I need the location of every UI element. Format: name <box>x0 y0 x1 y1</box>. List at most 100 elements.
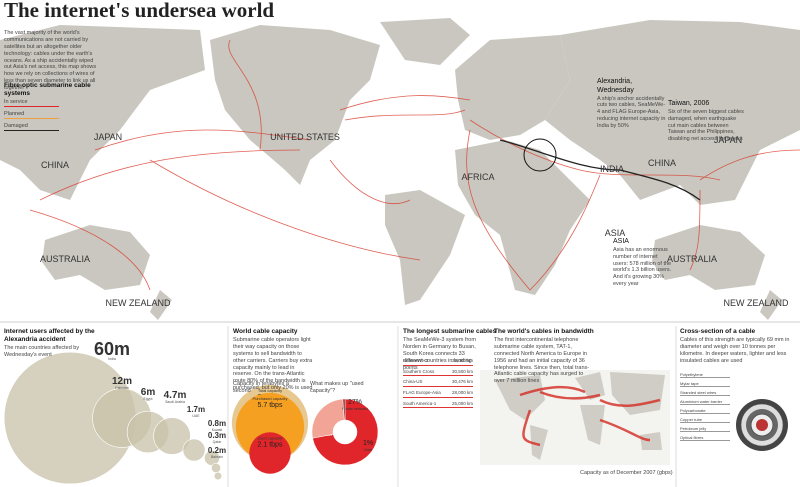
annotation-text: Asia has an enormous number of internet … <box>613 246 672 288</box>
cable-length: 25,000 km <box>451 400 473 406</box>
country-label: Pakistan <box>115 386 128 390</box>
circle-label: Total capacity <box>258 388 282 393</box>
value-label: 6m <box>141 387 156 398</box>
panel-title: World cable capacity <box>233 328 298 335</box>
country-label: India <box>108 357 116 361</box>
legend-item: Planned <box>4 111 59 119</box>
value-label: 60m <box>94 339 130 359</box>
annotation-title: ASIA <box>613 238 629 245</box>
continents <box>0 18 800 320</box>
annotation-title: Alexandria, Wednesday <box>597 78 634 94</box>
layer-label: Polyethylene <box>680 372 730 378</box>
cable-length: 30,500 km <box>451 368 473 374</box>
map-label: CHINA <box>41 160 69 170</box>
world-bandwidth-map <box>480 370 670 465</box>
bandwidth-flows <box>519 385 661 447</box>
pie-value: 27% <box>348 399 362 406</box>
legend-title: Fibre-optic submarine cable systems <box>4 82 91 98</box>
table-row: China-US 30,476 km <box>403 378 473 387</box>
table-row: FLAG Europe-Asia 28,000 km <box>403 389 473 398</box>
map-label: INDIA <box>600 164 624 174</box>
circle-label: Purchased capacity <box>253 396 288 401</box>
cable <box>329 159 411 204</box>
damaged-cable <box>499 139 701 201</box>
australia-east <box>652 225 765 290</box>
value-label: 0.2m <box>208 446 226 455</box>
cable-length: 30,476 km <box>451 379 473 385</box>
layer-label: Polycarbonate <box>680 408 730 414</box>
user-bubble <box>213 471 223 481</box>
legend-item: In service <box>4 99 59 107</box>
panel-title: Internet users affected by the Alexandri… <box>4 328 95 344</box>
map-label: NEW ZEALAND <box>723 298 789 308</box>
australia-west <box>42 225 150 290</box>
map-label: CHINA <box>648 158 676 168</box>
map-label: AFRICA <box>461 172 494 182</box>
europe <box>455 35 570 140</box>
cable-length: 28,000 km <box>451 389 473 395</box>
map-label: AUSTRALIA <box>40 254 90 264</box>
mini-continents <box>495 372 665 460</box>
panel-text: The first intercontinental telephone sub… <box>494 337 590 385</box>
circle-label: Used capacity <box>257 435 282 440</box>
layer-labels: Polyethylene Mylar tape Stranded steel wir… <box>680 372 730 444</box>
cable <box>149 159 421 261</box>
annotation-text: Six of the seven biggest cables damaged,… <box>668 108 744 143</box>
cable <box>469 119 721 181</box>
cable-name: Southern Cross <box>403 368 435 374</box>
panel-subtitle: The main countries affected by Wednesday… <box>4 345 80 358</box>
alexandria-marker <box>523 138 557 172</box>
table-row: SeaMeWe-3 39,000 km <box>403 357 473 366</box>
capacity-circle <box>249 432 291 474</box>
annotation-text: A ship's anchor accidentally cuts two ca… <box>597 95 666 130</box>
legend-item: Damaged <box>4 123 59 131</box>
panel-text: Submarine cable operators light their wa… <box>233 337 313 392</box>
chart-title: Capacity in terabytes a second <box>233 381 289 394</box>
map-label: JAPAN <box>94 132 122 142</box>
cable <box>699 149 800 181</box>
cable <box>339 95 471 111</box>
cable-name: SeaMeWe-3 <box>403 358 428 363</box>
user-bubble <box>182 438 206 462</box>
chart-title: What makes up "used capacity"? <box>310 381 364 394</box>
asia <box>545 20 800 205</box>
intro-text: The vast majority of the world's communi… <box>4 30 97 91</box>
pie-slice <box>342 398 346 421</box>
layer-label: Petroleum jelly <box>680 426 730 432</box>
north-america <box>210 25 380 185</box>
value-label: 0.3m <box>208 431 226 440</box>
country-label: Saudi Arabia <box>165 400 185 404</box>
asia-west <box>0 25 205 200</box>
layer-label: Optical fibres <box>680 435 730 441</box>
annotation: Alexandria, Wednesday A ship's anchor acc… <box>597 78 667 130</box>
table-row: South America-1 25,000 km <box>403 400 473 409</box>
cable-name: South America-1 <box>403 400 437 406</box>
note: Capacity as of December 2007 (gbps) <box>580 470 673 476</box>
layer-label: Stranded steel wires <box>680 390 730 396</box>
cable <box>344 109 466 121</box>
map-label: JAPAN <box>714 135 742 145</box>
pie-value: 1% <box>363 440 373 447</box>
cable <box>94 129 311 151</box>
user-bubble <box>153 417 191 455</box>
cable-length: 39,000 km <box>451 358 473 363</box>
country-label: Bahrain <box>211 455 223 459</box>
panel-title: Cross-section of a cable <box>680 328 756 335</box>
cable-name: China-US <box>403 379 423 385</box>
country-label: Kuwait <box>212 428 223 432</box>
map-label: UNITED STATES <box>270 132 340 142</box>
cable-cross-section <box>736 399 788 451</box>
table-row: Southern Cross 30,500 km <box>403 368 473 377</box>
map-label: AUSTRALIA <box>667 254 717 264</box>
layer <box>756 419 768 431</box>
value-label: 1.7m <box>187 405 205 414</box>
cable-name: FLAG Europe-Asia <box>403 389 441 395</box>
cable <box>39 149 301 201</box>
legend: In service Planned Damaged <box>4 99 59 135</box>
value-label: 12m <box>112 376 132 387</box>
user-bubble <box>211 463 221 473</box>
annotation: Taiwan, 2006 Six of the seven biggest cab… <box>668 100 744 143</box>
cable <box>228 39 262 151</box>
pie-label: Private networks <box>342 407 368 411</box>
